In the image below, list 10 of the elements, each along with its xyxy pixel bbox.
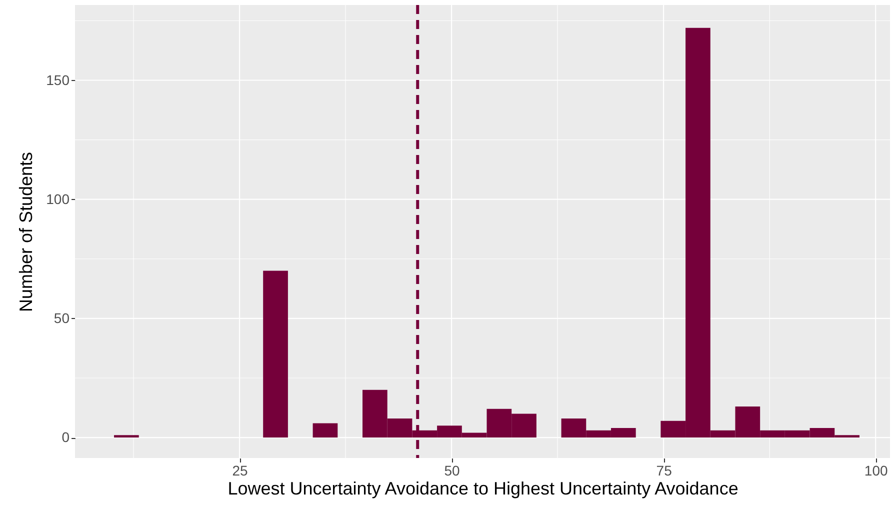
y-tick-label: 100 xyxy=(46,190,70,207)
x-tick-label: 75 xyxy=(656,462,672,478)
x-tick-label: 25 xyxy=(232,462,248,478)
x-tick-label: 100 xyxy=(864,462,888,478)
y-tick-label: 0 xyxy=(62,429,70,446)
x-axis-title: Lowest Uncertainty Avoidance to Highest Uncertainty Avoidance xyxy=(228,478,738,498)
y-tick-label: 50 xyxy=(54,310,70,326)
y-tick-label: 150 xyxy=(46,72,70,88)
y-axis-title: Number of Students xyxy=(16,152,36,312)
x-tick-label: 50 xyxy=(444,462,460,478)
